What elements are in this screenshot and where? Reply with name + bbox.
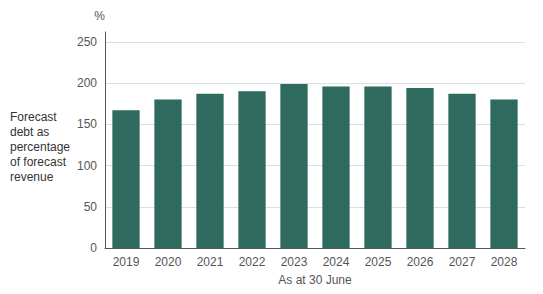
svg-text:percentage: percentage (10, 140, 70, 154)
svg-text:200: 200 (77, 76, 97, 90)
svg-text:2026: 2026 (407, 255, 434, 269)
svg-text:2027: 2027 (449, 255, 476, 269)
svg-text:50: 50 (84, 200, 98, 214)
svg-text:2028: 2028 (491, 255, 518, 269)
svg-text:250: 250 (77, 35, 97, 49)
svg-text:150: 150 (77, 117, 97, 131)
svg-text:%: % (94, 9, 105, 23)
svg-text:2022: 2022 (239, 255, 266, 269)
svg-text:2024: 2024 (323, 255, 350, 269)
svg-text:of forecast: of forecast (10, 155, 67, 169)
svg-text:100: 100 (77, 159, 97, 173)
svg-text:2025: 2025 (365, 255, 392, 269)
svg-text:0: 0 (90, 241, 97, 255)
svg-text:2019: 2019 (113, 255, 140, 269)
svg-text:2023: 2023 (281, 255, 308, 269)
svg-text:2021: 2021 (197, 255, 224, 269)
svg-text:2020: 2020 (155, 255, 182, 269)
svg-text:revenue: revenue (10, 170, 54, 184)
svg-text:Forecast: Forecast (10, 110, 57, 124)
svg-text:As at 30 June: As at 30 June (278, 273, 352, 287)
svg-text:debt as: debt as (10, 125, 49, 139)
